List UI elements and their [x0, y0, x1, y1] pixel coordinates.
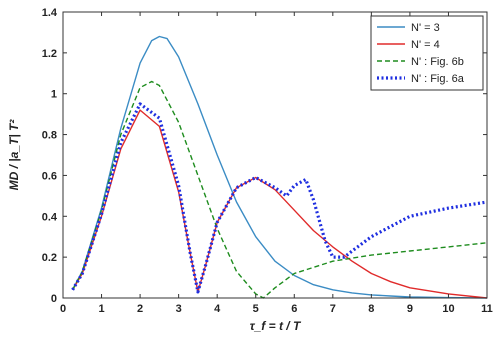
legend-label: N' : Fig. 6a [411, 73, 465, 85]
legend-box [370, 15, 484, 91]
y-tick-label: 0.2 [42, 252, 57, 264]
y-tick-label: 1 [51, 89, 57, 101]
y-tick-label: 1.4 [42, 7, 58, 19]
y-tick-label: 0.4 [42, 211, 58, 223]
legend: N' = 3 N' = 4 N' : Fig. 6b N' : Fig. 6a [370, 15, 484, 91]
x-tick-label: 0 [60, 303, 66, 315]
y-tick-label: 1.2 [42, 48, 57, 60]
x-tick-label: 1 [98, 303, 104, 315]
x-tick-label: 5 [253, 303, 259, 315]
plot-frame [62, 11, 488, 299]
x-tick-label: 4 [214, 303, 221, 315]
series-line-1 [71, 35, 488, 299]
legend-label: N' = 3 [411, 22, 440, 34]
x-tick-label: 11 [481, 303, 493, 315]
y-axis-label: MD / |a_T| T² [7, 119, 21, 191]
x-tick-label: 10 [442, 303, 454, 315]
x-tick-label: 2 [137, 303, 143, 315]
x-axis-label: τ_f = t / T [250, 319, 302, 333]
y-tick-label: 0.6 [42, 170, 57, 182]
legend-label: N' = 4 [411, 39, 440, 51]
y-tick-label: 0.8 [42, 130, 57, 142]
y-tick-label: 0 [51, 293, 57, 305]
x-tick-label: 9 [407, 303, 413, 315]
axis-ticks: 0 1 2 3 4 5 6 7 8 9 10 11 0 0.2 0.4 0.6 0.8 1 1.2 1.4 [42, 7, 493, 315]
x-tick-label: 7 [330, 303, 336, 315]
x-tick-label: 6 [291, 303, 297, 315]
x-tick-label: 8 [368, 303, 374, 315]
legend-label: N' : Fig. 6b [411, 56, 464, 68]
x-tick-label: 3 [176, 303, 182, 315]
series-lines [71, 35, 488, 299]
series-line-3 [71, 80, 488, 299]
series-line-4 [71, 102, 488, 294]
series-line-2 [71, 109, 488, 299]
